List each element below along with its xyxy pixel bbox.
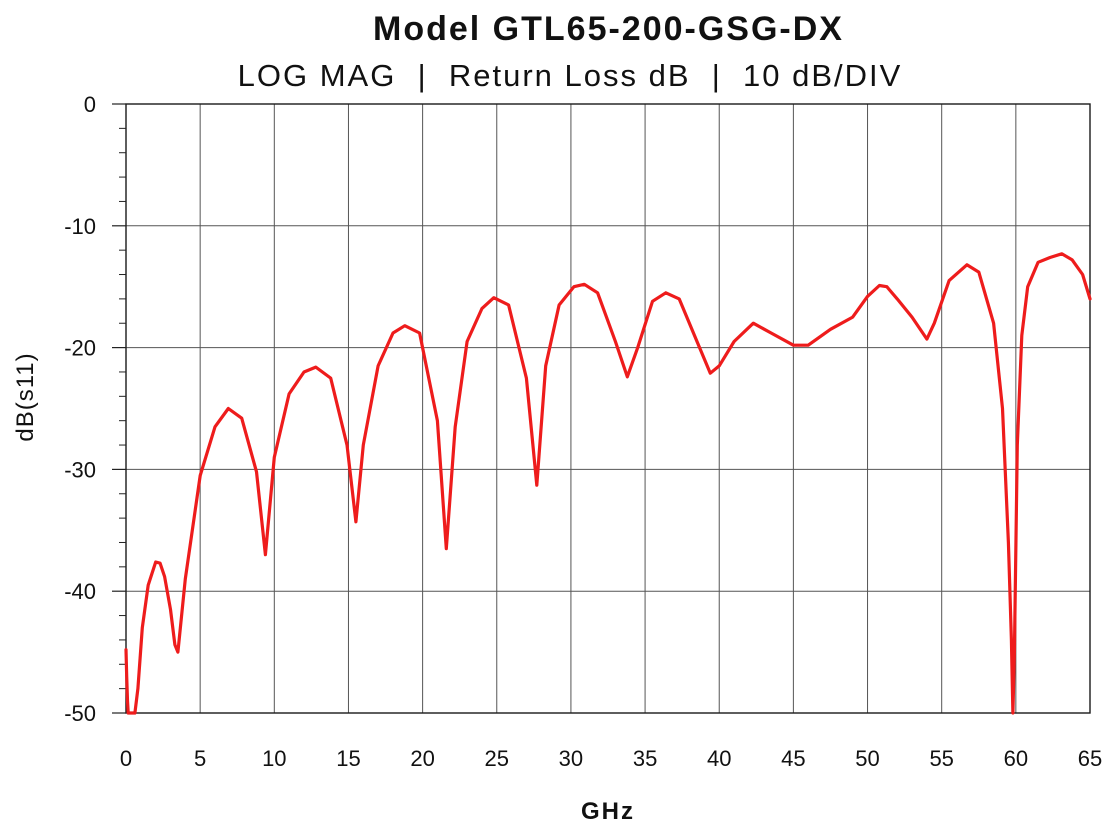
y-tick-label: -30 xyxy=(64,457,96,482)
x-tick-label: 10 xyxy=(262,746,286,771)
x-tick-label: 15 xyxy=(336,746,360,771)
x-tick-label: 0 xyxy=(120,746,132,771)
y-tick-label: -10 xyxy=(64,214,96,239)
y-tick-label: -40 xyxy=(64,579,96,604)
x-tick-label: 45 xyxy=(781,746,805,771)
x-tick-label: 20 xyxy=(410,746,434,771)
x-axis-title: GHz xyxy=(581,798,635,825)
tick-labels: 0 5 10 15 20 25 30 35 40 45 50 55 60 65 0 -10 -20 -30 -40 -… xyxy=(64,92,1102,771)
x-tick-label: 40 xyxy=(707,746,731,771)
x-tick-label: 30 xyxy=(559,746,583,771)
y-tick-label: -20 xyxy=(64,336,96,361)
axis-ticks xyxy=(112,103,126,714)
x-tick-label: 35 xyxy=(633,746,657,771)
x-tick-label: 50 xyxy=(855,746,879,771)
x-tick-label: 25 xyxy=(485,746,509,771)
chart-subtitle: LOG MAG | Return Loss dB | 10 dB/DIV xyxy=(237,58,903,93)
plot-frame xyxy=(125,103,1091,714)
y-axis-title: dB(s11) xyxy=(12,352,39,441)
x-tick-label: 5 xyxy=(194,746,206,771)
x-tick-label: 60 xyxy=(1004,746,1028,771)
x-tick-label: 65 xyxy=(1078,746,1102,771)
chart-title: Model GTL65-200-GSG-DX xyxy=(373,10,844,48)
y-tick-label: -50 xyxy=(64,701,96,726)
series-line-s11 xyxy=(124,252,1092,715)
x-tick-label: 55 xyxy=(929,746,953,771)
grid xyxy=(126,104,1090,713)
y-tick-label: 0 xyxy=(84,92,96,117)
